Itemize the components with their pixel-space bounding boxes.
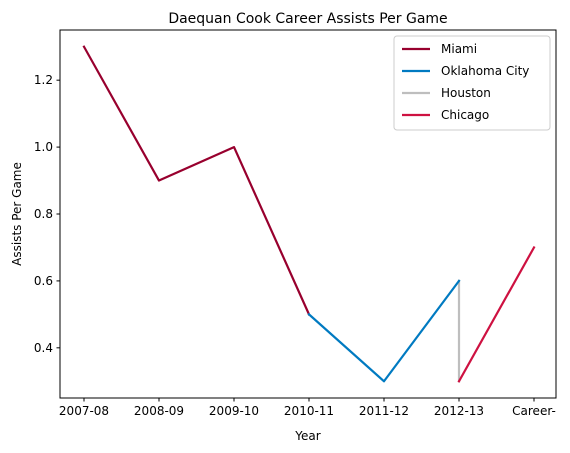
x-tick-label: 2008-09 (134, 404, 184, 418)
legend-label-houston: Houston (441, 86, 491, 100)
legend-frame (393, 35, 551, 131)
legend: Miami Oklahoma City Houston Chicago (393, 35, 551, 131)
series-line-oklahoma-city (307, 279, 461, 383)
x-tick-label: 2009-10 (209, 404, 259, 418)
x-tick-label: 2011-12 (359, 404, 409, 418)
y-tick-label: 1.0 (34, 140, 53, 154)
y-tick-label: 1.2 (34, 73, 53, 87)
legend-label-chicago: Chicago (441, 108, 489, 122)
series-line-chicago (457, 245, 536, 383)
x-tick-label: 2010-11 (284, 404, 334, 418)
x-tick-label: 2012-13 (434, 404, 484, 418)
series-line-miami (82, 45, 311, 316)
x-tick-label: Career- (512, 404, 556, 418)
x-axis: 2007-08 2008-09 2009-10 2010-11 2011-12 2012-… (59, 398, 556, 418)
series-lines (82, 45, 536, 383)
y-tick-label: 0.4 (34, 341, 53, 355)
chart-title: Daequan Cook Career Assists Per Game (168, 11, 447, 27)
legend-label-oklahoma-city: Oklahoma City (441, 64, 529, 78)
y-axis-label: Assists Per Game (10, 162, 24, 266)
y-tick-label: 0.6 (34, 274, 53, 288)
legend-label-miami: Miami (441, 42, 477, 56)
x-tick-label: 2007-08 (59, 404, 109, 418)
x-axis-label: Year (294, 429, 320, 443)
y-tick-label: 0.8 (34, 207, 53, 221)
y-axis: 0.4 0.6 0.8 1.0 1.2 (34, 73, 60, 355)
